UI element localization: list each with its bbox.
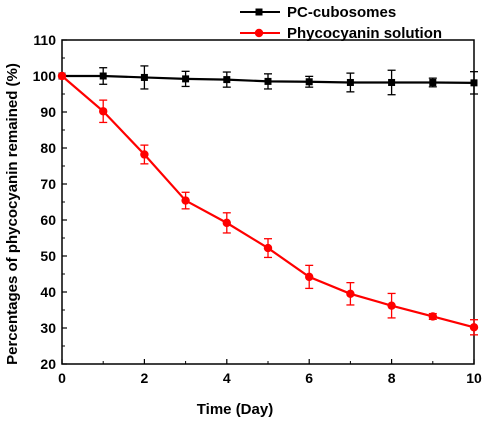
data-point (222, 218, 231, 228)
data-point (346, 289, 355, 298)
x-tick-label: 8 (388, 370, 396, 386)
y-tick-label: 110 (33, 32, 56, 48)
data-point (346, 78, 354, 86)
data-point (264, 77, 272, 85)
data-point (140, 150, 149, 159)
series-layer (57, 65, 479, 336)
data-point (99, 107, 108, 116)
legend-marker-pc-cubosomes (255, 8, 263, 16)
series-pc-cubosomes (58, 65, 478, 96)
data-point (140, 73, 148, 81)
legend-item-pc-cubosomes: PC-cubosomes (240, 4, 396, 21)
x-tick-label: 0 (58, 370, 66, 386)
legend-item-phycocyanin-solution: Phycocyanin solution (240, 25, 442, 42)
data-point (388, 78, 396, 86)
data-point (182, 75, 190, 83)
data-point (57, 71, 67, 81)
x-tick-label: 4 (223, 370, 231, 386)
data-point (469, 323, 479, 332)
data-point (429, 78, 437, 86)
x-tick-label: 2 (141, 370, 149, 386)
legend-marker-phycocyanin-solution (254, 28, 264, 38)
data-point (428, 312, 437, 321)
legend-label-phycocyanin-solution: Phycocyanin solution (287, 25, 442, 42)
y-axis-ticks: 20 30 40 50 60 70 80 90 100 110 (33, 32, 67, 372)
y-tick-label: 30 (40, 320, 56, 336)
data-point (263, 243, 273, 253)
data-point (99, 72, 107, 80)
y-tick-label: 50 (40, 248, 56, 264)
data-point (305, 272, 314, 282)
y-tick-label: 100 (33, 68, 57, 84)
x-tick-label: 6 (305, 370, 313, 386)
legend-label-pc-cubosomes: PC-cubosomes (287, 4, 396, 21)
x-axis-ticks: 0 2 4 6 8 10 (58, 359, 482, 386)
series-phycocyanin-solution (57, 71, 479, 336)
y-tick-label: 80 (40, 140, 56, 156)
legend: PC-cubosomes Phycocyanin solution (240, 4, 442, 42)
y-tick-label: 70 (40, 176, 56, 192)
data-point (223, 76, 231, 84)
data-point (181, 196, 190, 205)
y-axis-label: Percentages of phycocyanin remained (%) (4, 63, 21, 365)
y-tick-label: 40 (40, 284, 56, 300)
y-tick-label: 20 (40, 356, 56, 372)
data-point (470, 79, 478, 87)
data-point (305, 78, 313, 86)
y-tick-label: 90 (40, 104, 56, 120)
series-line-phycocyanin-solution (61, 75, 475, 329)
y-tick-label: 60 (40, 212, 56, 228)
x-axis-label: Time (Day) (197, 401, 273, 418)
x-tick-label: 10 (466, 370, 482, 386)
data-point (387, 301, 396, 310)
